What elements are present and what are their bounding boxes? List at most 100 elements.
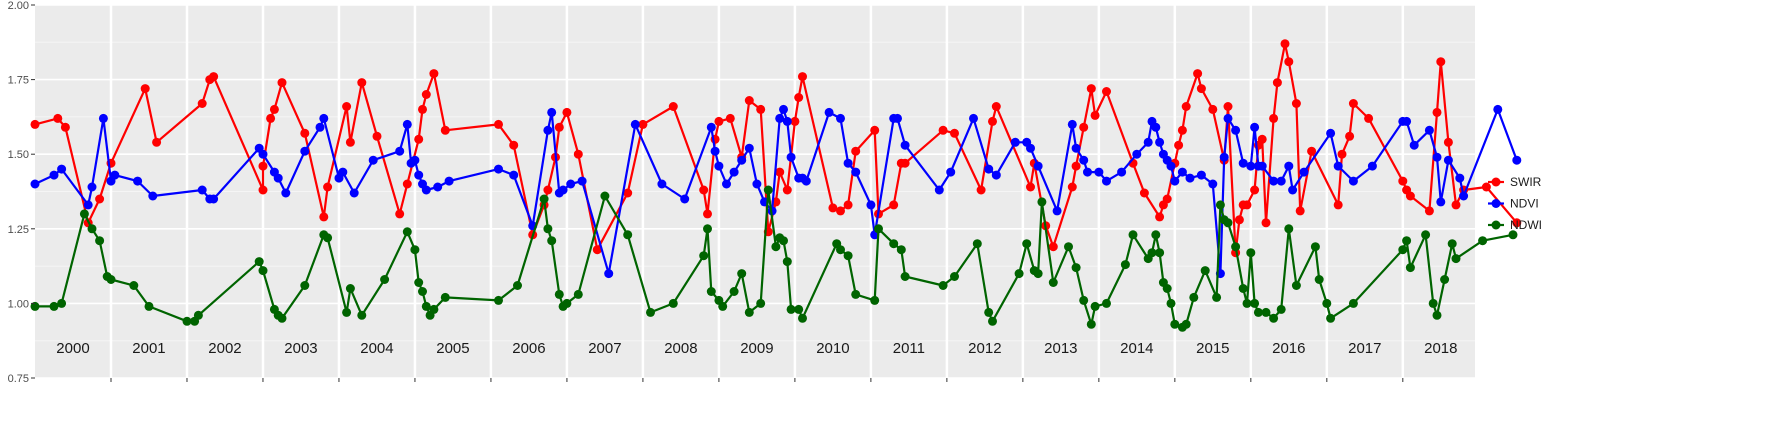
- data-point-swir: [95, 194, 105, 204]
- data-point-ndvi: [1132, 149, 1142, 159]
- data-point-ndwi: [1253, 307, 1263, 317]
- data-point-ndwi: [1440, 275, 1450, 284]
- data-point-ndvi: [1071, 143, 1081, 153]
- data-point-swir: [592, 245, 602, 255]
- data-point-ndvi: [1151, 122, 1161, 132]
- data-point-ndvi: [782, 116, 792, 126]
- data-point-swir: [889, 200, 899, 210]
- data-point-ndwi: [254, 257, 264, 267]
- data-point-ndwi: [342, 307, 352, 317]
- data-point-ndvi: [934, 185, 944, 195]
- data-point-ndwi: [277, 313, 287, 323]
- data-point-ndvi: [281, 188, 291, 198]
- data-point-ndvi: [98, 113, 108, 123]
- data-point-swir: [372, 131, 382, 141]
- data-point-ndvi: [900, 140, 910, 150]
- data-point-ndvi: [1333, 161, 1343, 171]
- data-point-ndwi: [938, 281, 948, 290]
- data-point-ndwi: [1033, 269, 1043, 279]
- data-point-ndwi: [646, 307, 655, 317]
- data-point-ndvi: [433, 182, 443, 192]
- data-point-ndvi: [893, 113, 902, 123]
- data-point-ndwi: [1242, 298, 1252, 308]
- year-label: 2014: [1120, 340, 1153, 357]
- data-point-swir: [395, 209, 405, 219]
- data-point-swir: [1345, 131, 1355, 141]
- data-point-ndwi: [1428, 298, 1438, 308]
- data-point-ndwi: [1432, 310, 1442, 320]
- data-point-swir: [258, 161, 268, 171]
- data-point-ndwi: [1223, 218, 1233, 228]
- data-point-ndwi: [106, 275, 116, 284]
- data-point-ndwi: [1421, 230, 1431, 240]
- data-point-ndvi: [1219, 152, 1229, 162]
- data-point-ndwi: [843, 251, 853, 261]
- data-point-ndvi: [87, 182, 97, 192]
- series-line-ndwi: [35, 188, 1514, 329]
- data-point-ndwi: [300, 281, 310, 290]
- data-point-swir: [1481, 182, 1491, 192]
- data-point-ndvi: [706, 122, 716, 132]
- data-point-ndvi: [543, 125, 553, 135]
- data-point-ndvi: [315, 122, 325, 132]
- data-point-swir: [543, 185, 553, 195]
- data-point-swir: [1364, 113, 1374, 123]
- data-point-ndwi: [703, 224, 712, 234]
- data-point-swir: [1162, 194, 1172, 204]
- data-point-ndwi: [182, 316, 192, 326]
- data-point-swir: [277, 78, 287, 88]
- data-point-ndwi: [1155, 248, 1165, 258]
- data-point-ndvi: [744, 143, 754, 153]
- data-point-ndvi: [1246, 161, 1256, 171]
- data-point-ndvi: [866, 200, 876, 210]
- legend-label-ndvi: NDVI: [1510, 197, 1539, 211]
- data-point-swir: [1048, 242, 1058, 252]
- data-point-swir: [440, 125, 450, 135]
- data-point-ndvi: [338, 167, 348, 177]
- data-point-ndwi: [193, 310, 203, 320]
- data-point-ndwi: [756, 298, 766, 308]
- data-point-ndwi: [543, 224, 553, 234]
- data-point-swir: [744, 96, 754, 105]
- data-point-swir: [300, 128, 310, 138]
- data-point-swir: [703, 209, 712, 219]
- data-point-swir: [30, 119, 40, 129]
- data-point-swir: [714, 116, 724, 126]
- data-point-swir: [938, 125, 948, 135]
- data-point-swir: [1181, 102, 1191, 111]
- data-point-swir: [1026, 182, 1035, 192]
- data-point-ndwi: [1322, 298, 1332, 308]
- data-point-swir: [266, 113, 276, 123]
- data-point-ndwi: [870, 295, 880, 305]
- data-point-ndvi: [1455, 173, 1465, 183]
- data-point-ndvi: [57, 164, 67, 174]
- data-point-ndvi: [1231, 125, 1241, 135]
- legend-key-point: [1491, 177, 1501, 187]
- series-group: [30, 39, 1522, 332]
- data-point-ndwi: [539, 194, 549, 204]
- data-point-swir: [53, 113, 63, 123]
- data-point-ndvi: [1083, 167, 1092, 177]
- data-point-ndwi: [410, 245, 420, 255]
- data-point-ndvi: [1196, 170, 1206, 180]
- year-label: 2007: [588, 340, 621, 357]
- data-point-ndwi: [1102, 298, 1111, 308]
- data-point-swir: [319, 212, 329, 222]
- data-point-swir: [1242, 200, 1252, 210]
- data-point-ndwi: [763, 185, 773, 195]
- data-point-ndwi: [421, 301, 431, 311]
- data-point-ndvi: [1102, 176, 1111, 186]
- data-point-ndwi: [1447, 239, 1457, 249]
- data-point-ndwi: [889, 239, 899, 249]
- data-point-ndwi: [1079, 295, 1089, 305]
- data-point-ndwi: [1037, 197, 1047, 207]
- data-point-ndwi: [554, 289, 564, 299]
- data-point-ndvi: [197, 185, 207, 195]
- data-point-ndwi: [1314, 275, 1324, 284]
- data-point-swir: [1174, 140, 1184, 150]
- data-point-ndvi: [110, 170, 120, 180]
- data-point-ndvi: [258, 149, 268, 159]
- data-point-ndvi: [1424, 125, 1434, 135]
- data-point-ndwi: [782, 257, 792, 267]
- data-point-swir: [60, 122, 70, 132]
